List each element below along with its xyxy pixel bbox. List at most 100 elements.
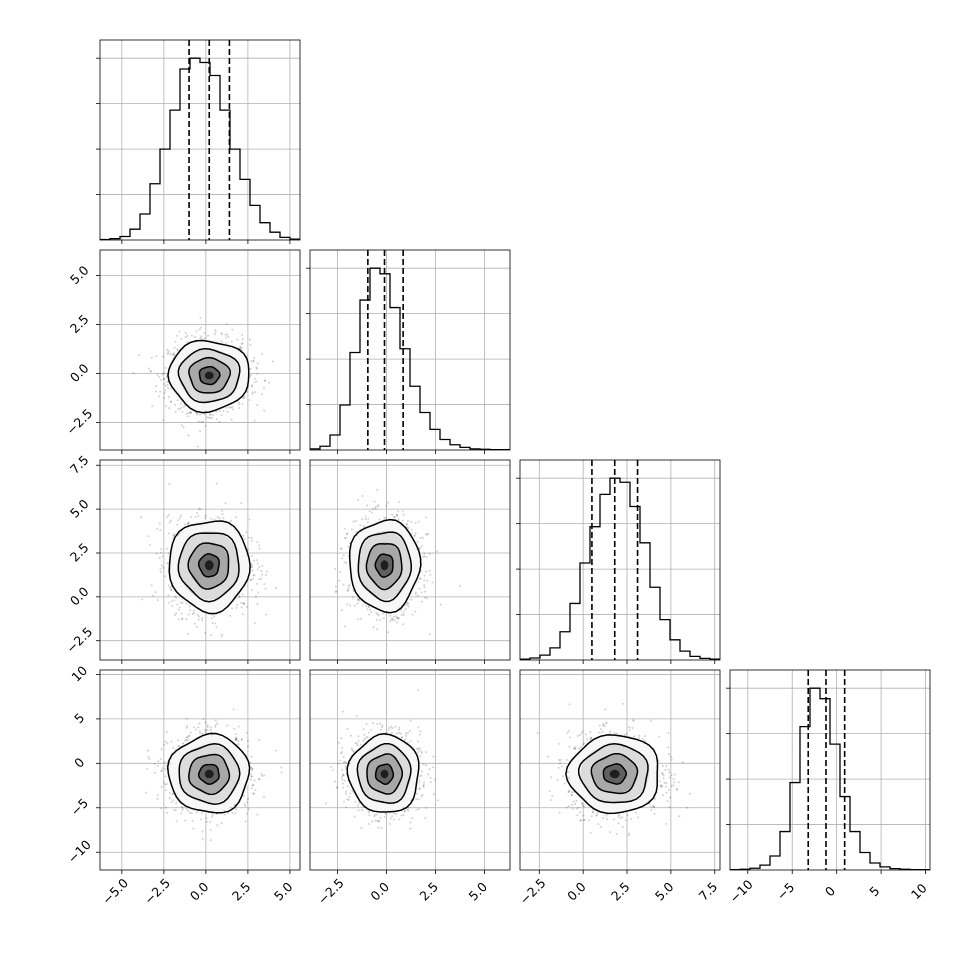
scatter-point [216, 722, 219, 725]
histogram-step-1 [310, 267, 510, 450]
scatter-point [572, 791, 575, 794]
scatter-point [379, 619, 382, 622]
scatter-point [619, 816, 622, 819]
scatter-point [367, 605, 370, 608]
scatter-point [392, 615, 395, 618]
scatter-point [571, 807, 574, 810]
scatter-point [536, 731, 539, 734]
scatter-point [177, 739, 180, 742]
scatter-point [241, 349, 244, 352]
scatter-point [414, 593, 417, 596]
scatter-point [382, 612, 385, 615]
scatter-point [162, 355, 165, 358]
scatter-point [627, 834, 630, 837]
scatter-point [572, 800, 575, 803]
scatter-point [551, 795, 554, 798]
scatter-point [359, 524, 362, 527]
scatter-point [243, 603, 246, 606]
scatter-point [558, 811, 561, 814]
y-tick-label: 0 [71, 754, 87, 770]
scatter-point [421, 536, 424, 539]
scatter-point [668, 753, 671, 756]
scatter-point [423, 555, 426, 558]
contour-line [565, 734, 659, 815]
scatter-point [576, 814, 579, 817]
scatter-point [425, 555, 428, 558]
scatter-point [347, 587, 350, 590]
scatter-point [203, 337, 206, 340]
scatter-point [396, 621, 399, 624]
scatter-point [191, 613, 194, 616]
scatter-point [672, 781, 675, 784]
scatter-point [423, 586, 426, 589]
scatter-point [145, 791, 148, 794]
scatter-point [410, 528, 413, 531]
x-tick-label: 2.5 [608, 879, 633, 904]
scatter-point [197, 615, 200, 618]
scatter-point [235, 739, 238, 742]
contour-line [167, 339, 250, 414]
scatter-point [209, 413, 212, 416]
scatter-point [348, 583, 351, 586]
scatter-point [581, 804, 584, 807]
scatter-point [649, 719, 652, 722]
scatter-point [215, 626, 218, 629]
scatter-point [357, 499, 360, 502]
scatter-point [170, 800, 173, 803]
scatter-point [168, 482, 171, 485]
scatter-point [362, 739, 365, 742]
scatter-point [336, 787, 339, 790]
scatter-point [357, 739, 360, 742]
contour-line [168, 520, 251, 615]
scatter-point [227, 812, 230, 815]
scatter-point [368, 814, 371, 817]
scatter-point [172, 353, 175, 356]
scatter-point [423, 579, 426, 582]
scatter-point [669, 756, 672, 759]
scatter-point [660, 784, 663, 787]
scatter-point [582, 742, 585, 745]
scatter-point [570, 794, 573, 797]
scatter-point [391, 815, 394, 818]
scatter-point [250, 566, 253, 569]
scatter-point [409, 827, 412, 830]
histogram-panel-2 [516, 459, 721, 661]
scatter-point [239, 346, 242, 349]
scatter-point [163, 383, 166, 386]
scatter-point [393, 515, 396, 518]
scatter-point [250, 755, 253, 758]
scatter-point [177, 519, 180, 522]
scatter-point [397, 616, 400, 619]
x-tick-label: −2.5 [315, 875, 347, 907]
scatter-point [428, 552, 431, 555]
scatter-point [376, 820, 379, 823]
scatter-point [360, 826, 363, 829]
scatter-point [186, 738, 189, 741]
scatter-point [150, 584, 153, 587]
scatter-point [253, 559, 256, 562]
scatter-point [349, 792, 352, 795]
scatter-point [549, 776, 552, 779]
scatter-point [339, 571, 342, 574]
scatter-point [230, 418, 233, 421]
histogram-panel-0 [96, 39, 301, 241]
scatter-point [424, 590, 427, 593]
scatter-point [210, 731, 213, 734]
scatter-point [251, 569, 254, 572]
scatter-point [334, 585, 337, 588]
scatter-point [151, 594, 154, 597]
scatter-point [253, 779, 256, 782]
x-tick-label: 5.0 [652, 879, 677, 904]
scatter-point [160, 748, 163, 751]
scatter-point [220, 822, 223, 825]
scatter-point [422, 555, 425, 558]
scatter-point [617, 815, 620, 818]
scatter-point [429, 781, 432, 784]
scatter-point [264, 573, 267, 576]
scatter-point [235, 516, 238, 519]
histogram-step-3 [730, 687, 930, 870]
scatter-point [575, 799, 578, 802]
scatter-point [346, 533, 349, 536]
scatter-point [406, 525, 409, 528]
scatter-point [670, 774, 673, 777]
